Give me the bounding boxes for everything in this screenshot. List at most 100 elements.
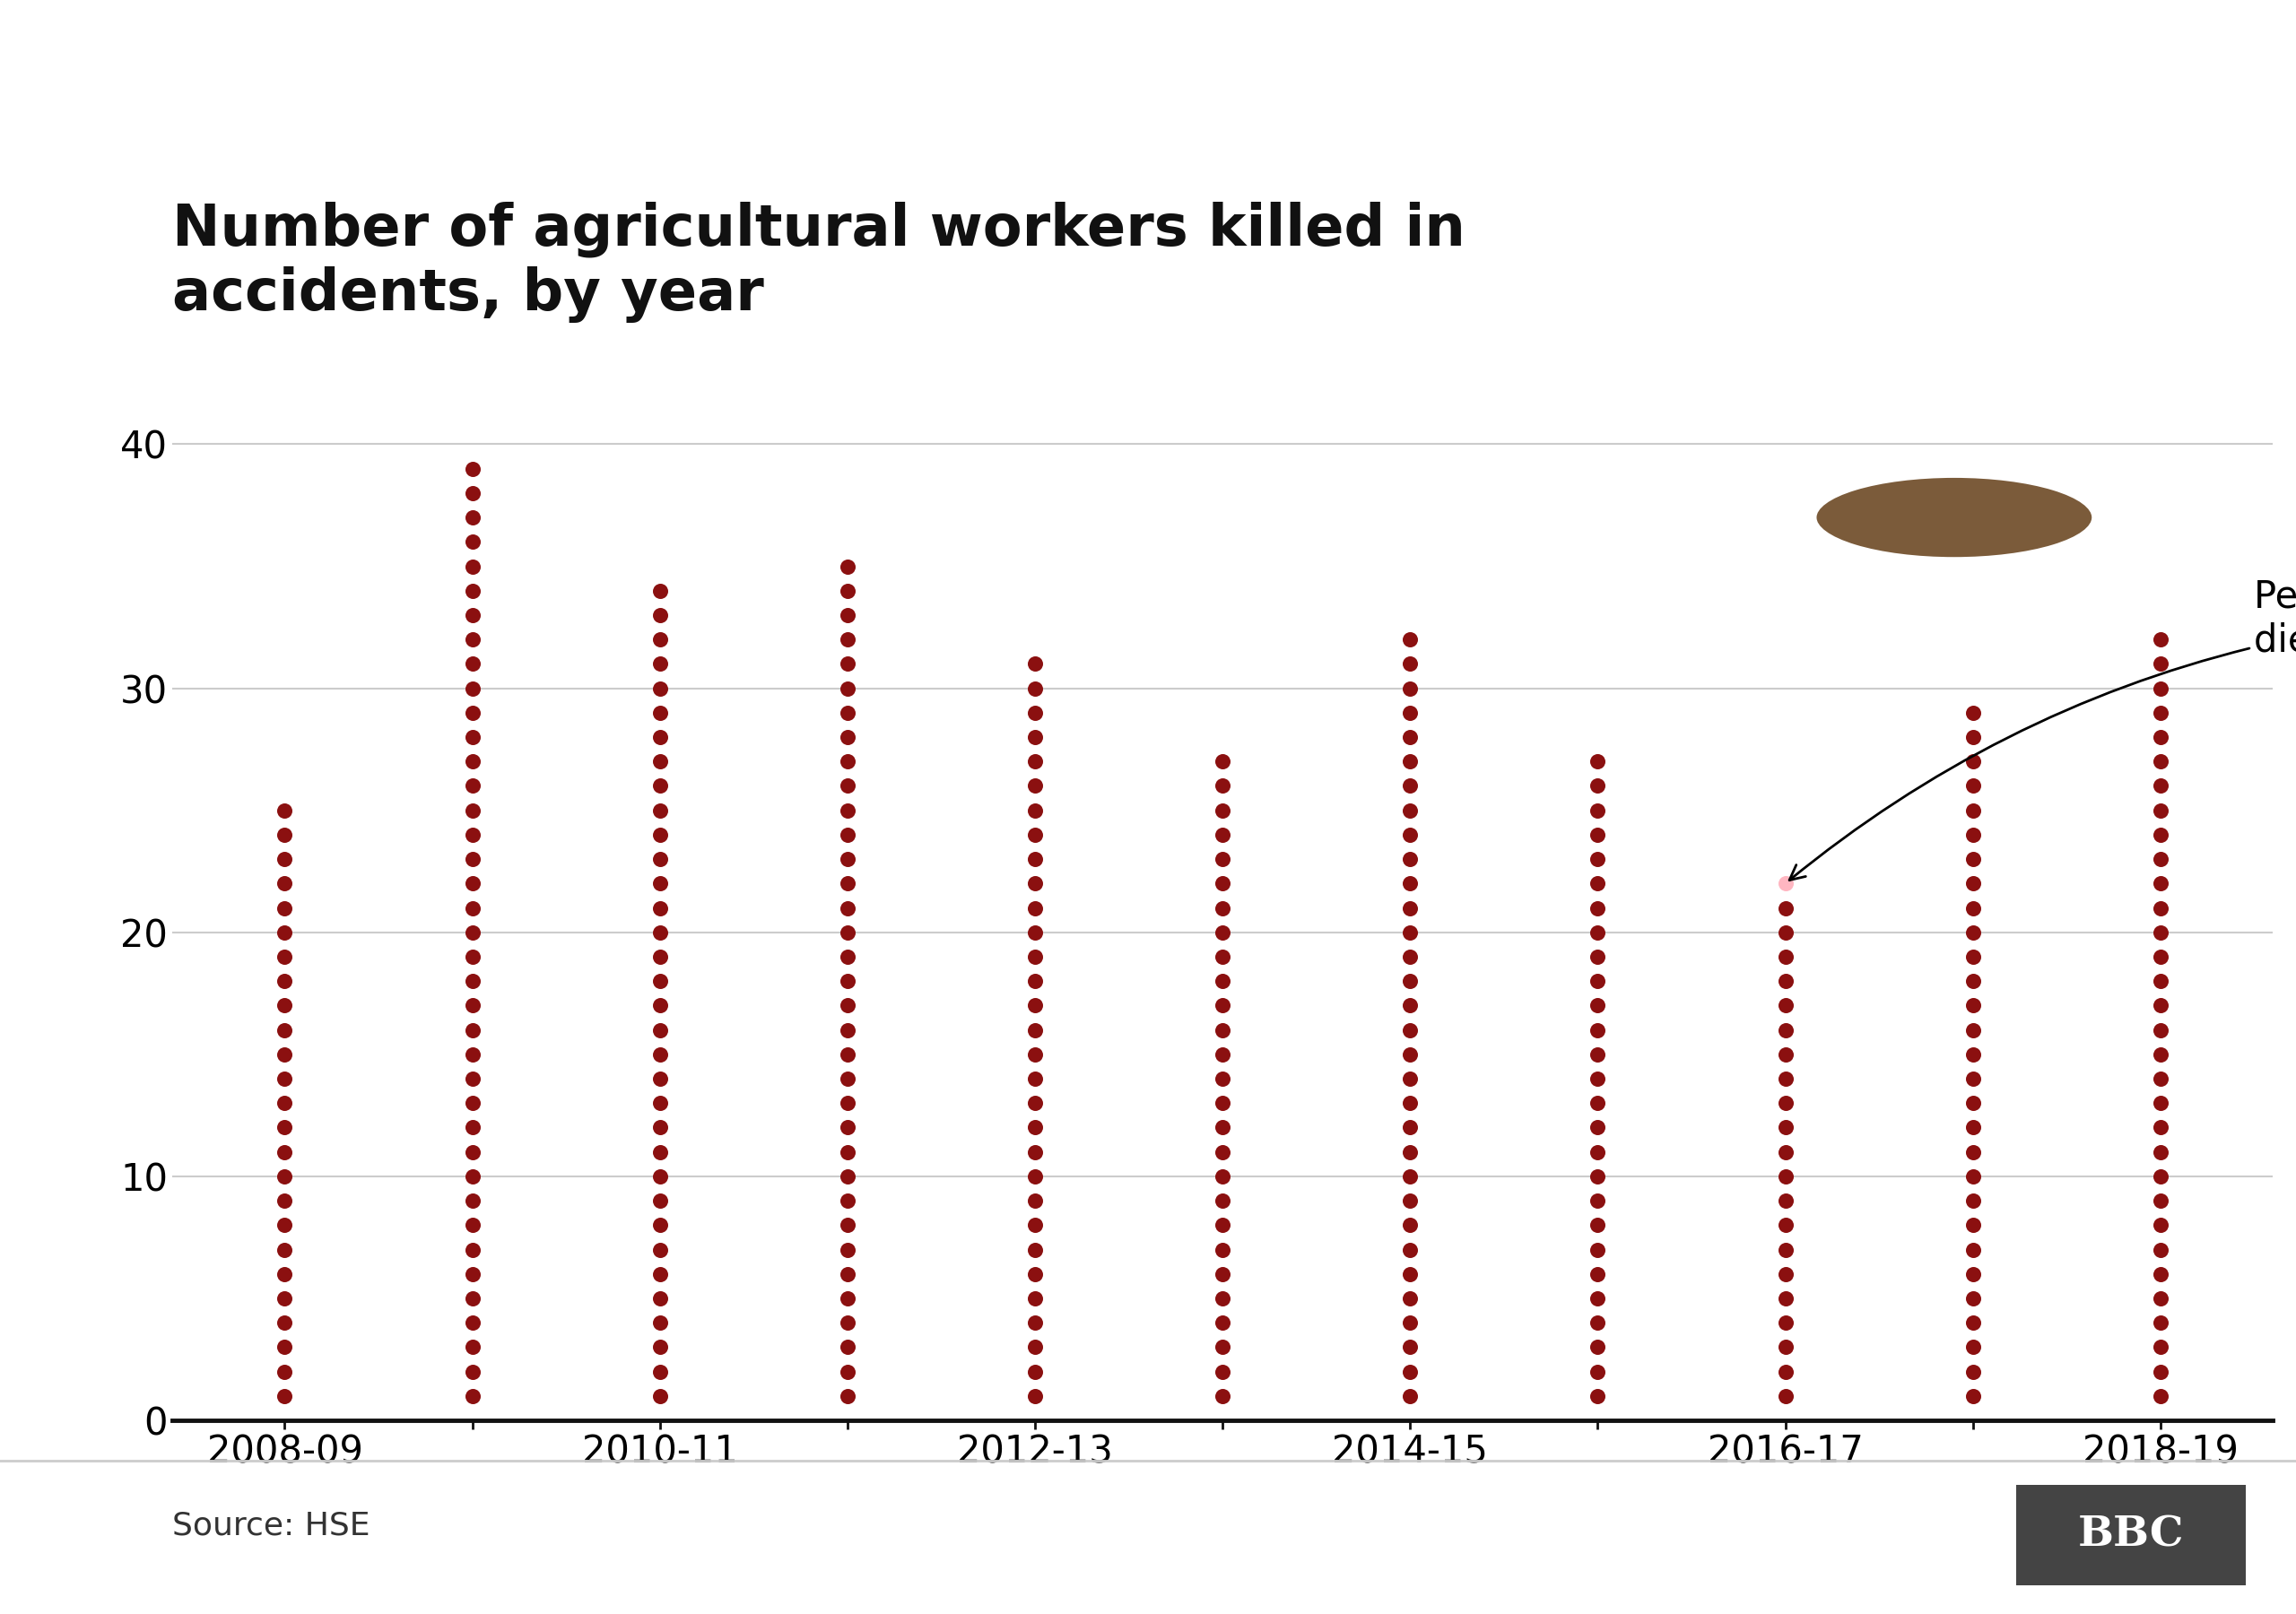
Point [1954,894,1991,920]
Point [1768,1115,1805,1141]
Point [2142,968,2179,994]
Point [1580,920,1616,946]
Text: BBC: BBC [2078,1514,2183,1556]
Point [455,1212,491,1238]
Point [1391,626,1428,652]
Point [2142,1261,2179,1286]
Point [1391,797,1428,823]
Point [829,1089,866,1115]
Point [1580,1261,1616,1286]
Point [1768,1285,1805,1311]
Point [1017,1311,1054,1336]
Point [1580,1017,1616,1043]
Point [1391,944,1428,970]
Point [455,1188,491,1214]
Point [455,675,491,700]
Point [1017,944,1054,970]
Point [1580,1311,1616,1336]
Point [455,968,491,994]
Point [455,1164,491,1190]
Point [1580,1383,1616,1409]
Point [1768,1089,1805,1115]
Point [1768,1335,1805,1361]
Point [266,1089,303,1115]
Point [266,1212,303,1238]
Point [1954,1017,1991,1043]
Point [1580,1359,1616,1385]
Point [641,675,677,700]
Point [266,1164,303,1190]
Point [2142,749,2179,775]
Point [641,650,677,676]
Point [829,1041,866,1067]
Point [1954,870,1991,896]
Point [829,1261,866,1286]
Point [641,626,677,652]
Point [1205,920,1242,946]
Point [1017,1188,1054,1214]
Point [1768,1017,1805,1043]
Point [1391,1188,1428,1214]
Point [1954,968,1991,994]
Point [641,968,677,994]
Ellipse shape [1814,475,2094,560]
Point [1954,944,1991,970]
Point [2142,626,2179,652]
Point [2142,725,2179,751]
Point [641,1089,677,1115]
Point [455,894,491,920]
Point [829,1236,866,1262]
Point [1017,822,1054,847]
Point [455,455,491,481]
Point [829,920,866,946]
Point [1205,1188,1242,1214]
Point [1768,894,1805,920]
Point [1391,1311,1428,1336]
Point [1954,1261,1991,1286]
Point [1391,920,1428,946]
Point [1391,894,1428,920]
Point [829,1065,866,1091]
Point [1954,725,1991,751]
Point [1205,1261,1242,1286]
Point [2142,1089,2179,1115]
Point [829,1285,866,1311]
Point [1205,846,1242,872]
Point [1017,920,1054,946]
Point [1205,1041,1242,1067]
Point [1954,1212,1991,1238]
Point [2142,1335,2179,1361]
Point [1017,1335,1054,1361]
Point [829,675,866,700]
Point [1768,1261,1805,1286]
Point [829,1139,866,1165]
Point [1205,749,1242,775]
Point [641,944,677,970]
Point [1954,993,1991,1018]
Point [641,773,677,799]
Point [641,1261,677,1286]
Point [1580,822,1616,847]
Point [1768,1383,1805,1409]
Point [266,1188,303,1214]
Point [266,1359,303,1385]
Point [2142,993,2179,1018]
Point [1017,1383,1054,1409]
Point [641,1065,677,1091]
Point [1954,773,1991,799]
Point [1205,1359,1242,1385]
Point [1017,797,1054,823]
Point [1580,1164,1616,1190]
Point [641,1017,677,1043]
Point [1391,700,1428,726]
Point [266,968,303,994]
Point [455,749,491,775]
Point [1017,1065,1054,1091]
Point [266,1041,303,1067]
Point [455,1041,491,1067]
Point [1768,1236,1805,1262]
Point [1768,944,1805,970]
Point [266,1115,303,1141]
Point [1017,894,1054,920]
Point [455,1311,491,1336]
